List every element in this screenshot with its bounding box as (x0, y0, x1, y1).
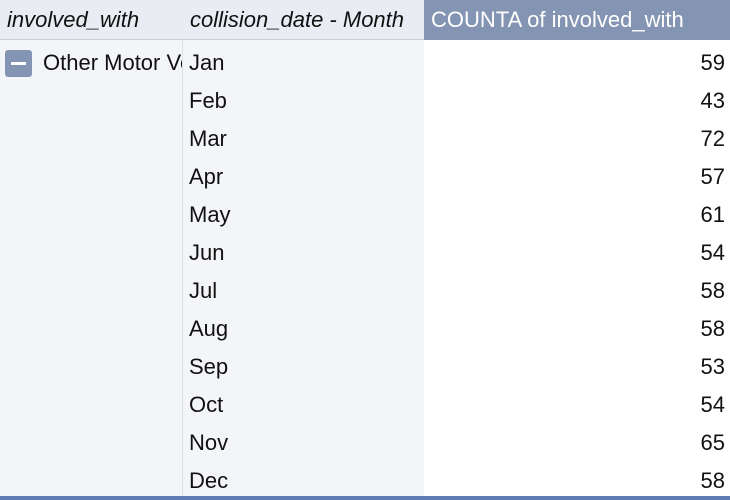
minus-icon[interactable] (5, 50, 32, 77)
count-cell[interactable]: 65 (700, 430, 725, 455)
count-cell[interactable]: 53 (700, 354, 725, 379)
count-cell[interactable]: 61 (700, 202, 725, 227)
pivot-header-row: involved_with collision_date - Month COU… (0, 0, 730, 40)
row-group-cell: Other Motor Vehicle (0, 40, 183, 496)
month-cell[interactable]: Jun (189, 240, 225, 265)
month-cell[interactable]: Jan (189, 50, 225, 75)
month-cell[interactable]: Feb (189, 88, 227, 113)
count-cell[interactable]: 58 (700, 316, 725, 341)
month-cell[interactable]: May (189, 202, 231, 227)
month-cell[interactable]: Oct (189, 392, 224, 417)
month-cell[interactable]: Apr (189, 164, 224, 189)
count-cell[interactable]: 58 (700, 468, 725, 493)
month-cell[interactable]: Aug (189, 316, 229, 341)
row-group-label: Other Motor Vehicle (43, 50, 182, 75)
month-column: Jan Feb Mar Apr May Jun Jul Aug Sep Oct Nov Dec (183, 40, 424, 496)
month-cell[interactable]: Dec (189, 468, 229, 493)
count-cell[interactable]: 57 (700, 164, 725, 189)
month-cell[interactable]: Mar (189, 126, 227, 151)
month-cell[interactable]: Sep (189, 354, 229, 379)
month-cell[interactable]: Nov (189, 430, 229, 455)
row-field-header[interactable]: involved_with (0, 0, 183, 40)
bottom-border (0, 496, 730, 500)
month-cell[interactable]: Jul (189, 278, 218, 303)
count-cell[interactable]: 72 (700, 126, 725, 151)
count-cell[interactable]: 54 (700, 240, 725, 265)
value-field-header[interactable]: COUNTA of involved_with (424, 0, 730, 40)
count-cell[interactable]: 59 (700, 50, 725, 75)
count-cell[interactable]: 43 (700, 88, 725, 113)
count-cell[interactable]: 58 (700, 278, 725, 303)
minus-bar (11, 62, 26, 65)
count-column: 59 43 72 57 61 54 58 58 53 54 65 58 (424, 40, 730, 496)
column-field-header[interactable]: collision_date - Month (183, 0, 424, 40)
count-cell[interactable]: 54 (700, 392, 725, 417)
